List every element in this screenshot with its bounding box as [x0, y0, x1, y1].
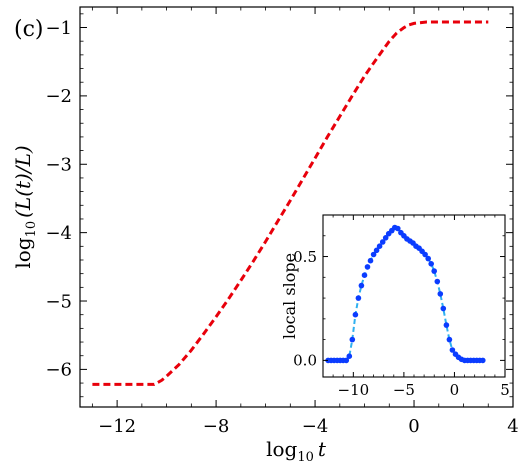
- inset-ticks: −10 −5 0 5 0.0 0.5: [293, 214, 510, 399]
- x-tick-label: −10: [338, 381, 370, 399]
- main-x-axis-label-var: t: [318, 437, 327, 461]
- inset-data-point: [373, 247, 380, 254]
- inset-data-point: [440, 305, 447, 312]
- inset-data-point: [346, 353, 353, 360]
- inset-data-point: [364, 264, 371, 270]
- x-tick-label: −5: [393, 381, 415, 399]
- inset-plot: −10 −5 0 5 0.0 0.5 local slope: [280, 214, 510, 399]
- main-y-axis-label: log10 (L(t)/L): [11, 145, 39, 268]
- main-line-layer: [92, 20, 489, 386]
- x-tick-label: 5: [500, 381, 510, 399]
- main-y-axis-label-log: log: [11, 237, 35, 268]
- main-y-axis-label-var: (L(t)/L): [11, 145, 35, 218]
- inset-data-point: [449, 347, 456, 353]
- x-tick-label: 0: [408, 416, 419, 437]
- main-series-line: [92, 20, 489, 386]
- x-tick-label: −8: [203, 416, 230, 437]
- inset-data-point: [343, 357, 350, 364]
- inset-data-point: [358, 282, 365, 289]
- panel-label: (c): [14, 17, 44, 42]
- inset-data-point: [434, 278, 441, 285]
- main-x-axis-label: log10 t: [266, 437, 327, 465]
- main-x-axis-label-sub: 10: [297, 450, 314, 465]
- y-tick-label: 0.0: [293, 352, 317, 370]
- y-tick-label: −5: [45, 291, 72, 312]
- inset-data-point: [425, 255, 432, 262]
- x-tick-label: −4: [302, 416, 329, 437]
- inset-y-axis-label: local slope: [280, 253, 299, 339]
- x-tick-label: 4: [507, 416, 518, 437]
- inset-data-point: [367, 257, 374, 264]
- inset-data-point: [370, 251, 377, 258]
- y-tick-label: −4: [45, 223, 72, 244]
- inset-data-point: [352, 311, 359, 318]
- inset-data-point: [361, 272, 368, 279]
- inset-data-point: [446, 336, 453, 343]
- x-tick-label: 0: [450, 381, 460, 399]
- y-tick-label: −3: [45, 155, 72, 176]
- y-tick-label: −1: [45, 18, 72, 39]
- main-y-axis-label-sub: 10: [24, 221, 39, 238]
- inset-data-point: [376, 243, 383, 249]
- y-tick-label: −6: [45, 360, 72, 381]
- inset-data-point: [480, 357, 486, 364]
- inset-data-point: [395, 225, 401, 232]
- inset-data-point: [443, 322, 450, 328]
- y-tick-label: −2: [45, 86, 72, 107]
- main-plot-frame: [79, 6, 514, 408]
- inset-data-point: [422, 251, 428, 258]
- inset-data-point: [382, 235, 389, 241]
- inset-points-layer: [325, 224, 486, 364]
- main-plot: −12 −8 −4 0 4−6−5−4−3−2−1 log10 t log10(L(t)/…: [11, 6, 519, 465]
- y-tick-label: 0.5: [293, 248, 317, 266]
- main-ticks: −12 −8 −4 0 4 −6 −5 −4 −3 −2 −1: [45, 7, 519, 437]
- inset-data-point: [379, 239, 386, 245]
- inset-data-point: [428, 261, 435, 267]
- main-x-axis-label-log: log: [266, 437, 297, 461]
- x-tick-label: −12: [98, 416, 136, 437]
- inset-data-point: [431, 268, 438, 274]
- inset-data-point: [437, 291, 444, 297]
- inset-data-point: [355, 295, 362, 301]
- inset-data-point: [349, 336, 356, 343]
